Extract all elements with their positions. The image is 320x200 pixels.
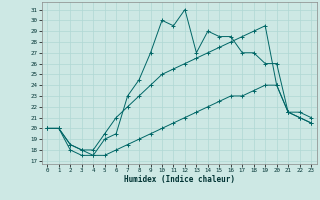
- X-axis label: Humidex (Indice chaleur): Humidex (Indice chaleur): [124, 175, 235, 184]
